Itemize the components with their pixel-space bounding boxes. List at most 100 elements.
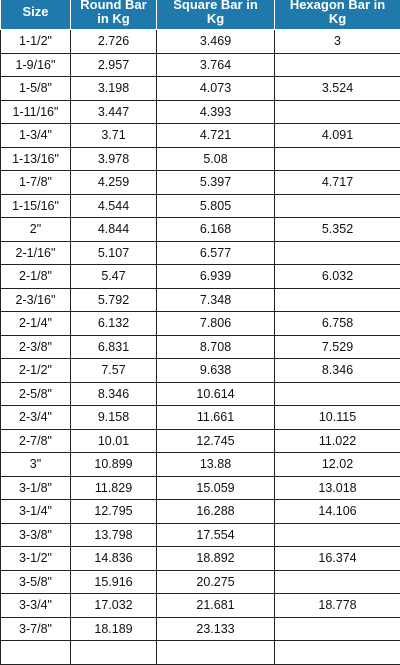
cell-square-bar-kg: 23.133 xyxy=(157,617,275,641)
cell-size: 1-15/16" xyxy=(1,194,71,218)
cell-square-bar-kg: 20.275 xyxy=(157,570,275,594)
cell-hexagon-bar-kg: 18.778 xyxy=(275,594,400,618)
header-size-line2: Size xyxy=(1,5,70,29)
cell-size: 3-5/8" xyxy=(1,570,71,594)
cell-round-bar-kg: 14.836 xyxy=(71,547,157,571)
cell-hexagon-bar-kg: 3.524 xyxy=(275,77,400,101)
cell-round-bar-kg: 13.798 xyxy=(71,523,157,547)
cell-size: 3-7/8" xyxy=(1,617,71,641)
cell-square-bar-kg: 8.708 xyxy=(157,335,275,359)
cell-square-bar-kg: 4.721 xyxy=(157,124,275,148)
header-round-line1: Round Bar xyxy=(71,0,156,12)
cell-square-bar-kg: 15.059 xyxy=(157,476,275,500)
table-header: Size Round Bar in Kg Square Bar in Kg He… xyxy=(1,0,400,30)
cell-round-bar-kg: 3.978 xyxy=(71,147,157,171)
cell-hexagon-bar-kg: 6.758 xyxy=(275,312,400,336)
cell-hexagon-bar-kg xyxy=(275,382,400,406)
cell-hexagon-bar-kg: 16.374 xyxy=(275,547,400,571)
cell-size: 2-1/16" xyxy=(1,241,71,265)
cell-size: 3-3/4" xyxy=(1,594,71,618)
cell-round-bar-kg: 6.132 xyxy=(71,312,157,336)
cell-round-bar-kg: 10.899 xyxy=(71,453,157,477)
cell-size: 1-11/16" xyxy=(1,100,71,124)
cell-hexagon-bar-kg xyxy=(275,241,400,265)
header-size: Size xyxy=(1,0,71,30)
cell-hexagon-bar-kg: 13.018 xyxy=(275,476,400,500)
cell-square-bar-kg: 6.168 xyxy=(157,218,275,242)
cell-square-bar-kg: 9.638 xyxy=(157,359,275,383)
cell-square-bar-kg: 5.08 xyxy=(157,147,275,171)
cell-size: 1-9/16" xyxy=(1,53,71,77)
cell-size: 1-5/8" xyxy=(1,77,71,101)
cell-hexagon-bar-kg: 8.346 xyxy=(275,359,400,383)
header-square-bar: Square Bar in Kg xyxy=(157,0,275,30)
cell-round-bar-kg: 5.47 xyxy=(71,265,157,289)
cell-square-bar-kg: 6.939 xyxy=(157,265,275,289)
cell-square-bar-kg: 7.806 xyxy=(157,312,275,336)
cell-square-bar-kg: 13.88 xyxy=(157,453,275,477)
header-round-line2: in Kg xyxy=(71,12,156,29)
cell-size: 2-1/2" xyxy=(1,359,71,383)
cell-hexagon-bar-kg: 4.717 xyxy=(275,171,400,195)
cell-hexagon-bar-kg: 6.032 xyxy=(275,265,400,289)
cell-hexagon-bar-kg xyxy=(275,570,400,594)
cell-hexagon-bar-kg: 3 xyxy=(275,30,400,54)
cell-round-bar-kg: 10.01 xyxy=(71,429,157,453)
cell-size: 1-1/2" xyxy=(1,30,71,54)
cell-hexagon-bar-kg xyxy=(275,617,400,641)
cell-size: 3-1/2" xyxy=(1,547,71,571)
cell-square-bar-kg: 18.892 xyxy=(157,547,275,571)
cell-size: 2-5/8" xyxy=(1,382,71,406)
header-square-line1: Square Bar in xyxy=(157,0,274,12)
cell-hexagon-bar-kg: 12.02 xyxy=(275,453,400,477)
cell-square-bar-kg: 4.073 xyxy=(157,77,275,101)
cell-round-bar-kg: 4.544 xyxy=(71,194,157,218)
cell-hexagon-bar-kg xyxy=(275,100,400,124)
cell-square-bar-kg: 12.745 xyxy=(157,429,275,453)
cell-hexagon-bar-kg xyxy=(275,194,400,218)
cell-round-bar-kg: 6.831 xyxy=(71,335,157,359)
cell-size: 3-1/4" xyxy=(1,500,71,524)
cell-round-bar-kg: 4.844 xyxy=(71,218,157,242)
cell-size xyxy=(1,641,71,665)
cell-hexagon-bar-kg: 14.106 xyxy=(275,500,400,524)
cell-size: 2-7/8" xyxy=(1,429,71,453)
cell-size: 3" xyxy=(1,453,71,477)
cell-hexagon-bar-kg xyxy=(275,53,400,77)
cell-square-bar-kg: 3.764 xyxy=(157,53,275,77)
cell-size: 1-3/4" xyxy=(1,124,71,148)
cell-hexagon-bar-kg xyxy=(275,641,400,665)
cell-square-bar-kg: 10.614 xyxy=(157,382,275,406)
cell-hexagon-bar-kg: 10.115 xyxy=(275,406,400,430)
table-row xyxy=(1,641,400,665)
header-row: Size Round Bar in Kg Square Bar in Kg He… xyxy=(1,0,400,30)
cell-hexagon-bar-kg: 5.352 xyxy=(275,218,400,242)
cell-round-bar-kg: 3.447 xyxy=(71,100,157,124)
cell-round-bar-kg: 8.346 xyxy=(71,382,157,406)
cell-hexagon-bar-kg xyxy=(275,147,400,171)
header-square-line2: Kg xyxy=(157,12,274,29)
cell-square-bar-kg: 21.681 xyxy=(157,594,275,618)
cell-round-bar-kg: 15.916 xyxy=(71,570,157,594)
cell-hexagon-bar-kg xyxy=(275,523,400,547)
